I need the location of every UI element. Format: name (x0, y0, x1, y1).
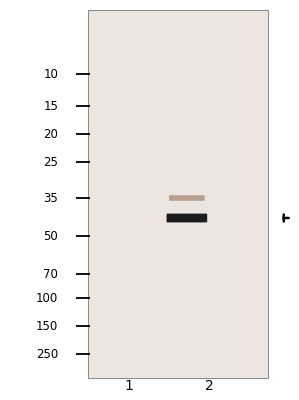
Text: 70: 70 (43, 268, 58, 280)
Text: 25: 25 (43, 156, 58, 168)
FancyBboxPatch shape (169, 195, 205, 201)
Text: 15: 15 (43, 100, 58, 112)
Text: 1: 1 (124, 379, 133, 393)
Text: 150: 150 (36, 320, 58, 332)
Text: 100: 100 (36, 292, 58, 304)
Text: 250: 250 (36, 348, 58, 360)
Text: 20: 20 (43, 128, 58, 140)
Bar (88, 10, 268, 378)
Text: 2: 2 (205, 379, 214, 393)
Text: 35: 35 (44, 192, 58, 204)
Text: 10: 10 (43, 68, 58, 80)
FancyBboxPatch shape (167, 214, 207, 222)
Text: 50: 50 (44, 230, 58, 242)
